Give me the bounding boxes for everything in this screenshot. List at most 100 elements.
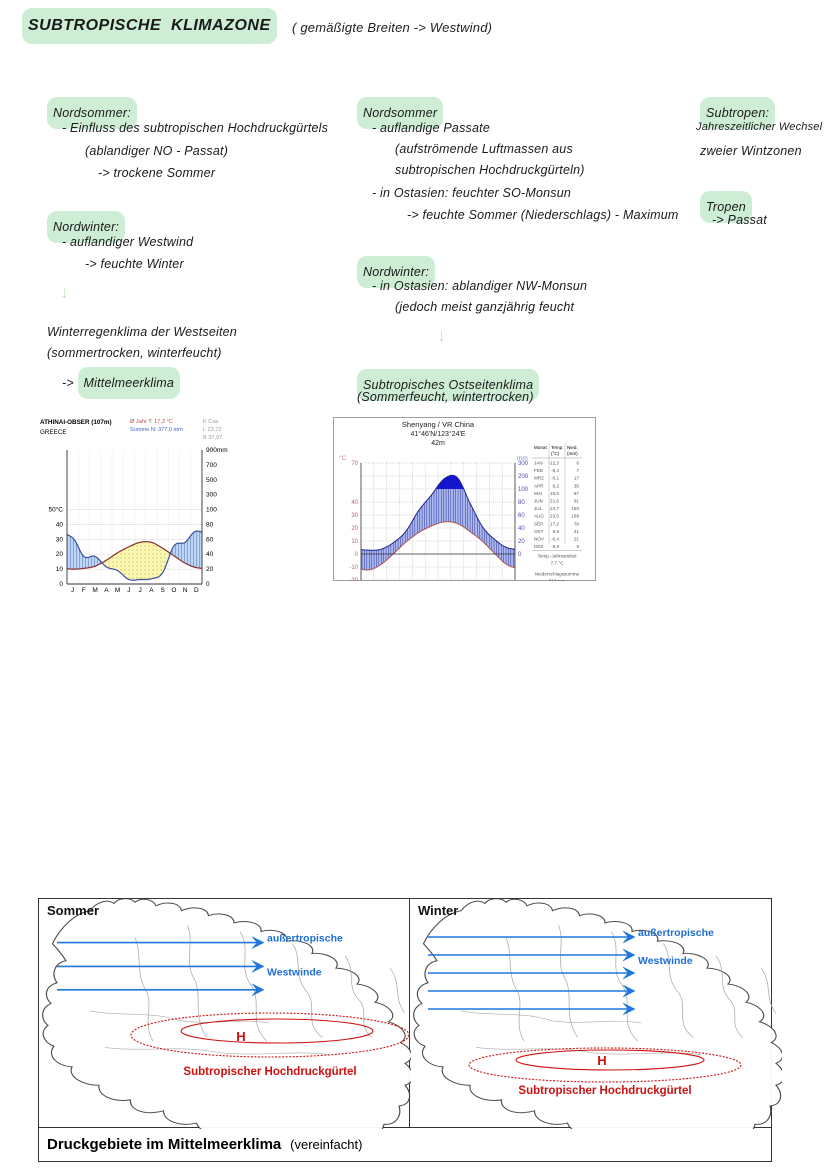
svg-text:Ø Jahr T: 17,3 °C: Ø Jahr T: 17,3 °C	[130, 419, 173, 425]
svg-text:DEZ: DEZ	[534, 544, 543, 549]
svg-text:N: N	[183, 587, 188, 594]
svg-text:Sommer: Sommer	[47, 903, 99, 918]
svg-text:40: 40	[56, 521, 64, 528]
svg-text:21: 21	[574, 537, 580, 542]
svg-text:Monat: Monat	[534, 445, 547, 450]
svg-text:17,2: 17,2	[550, 521, 559, 526]
svg-text:67: 67	[574, 491, 580, 496]
svg-text:9,2: 9,2	[553, 483, 560, 488]
svg-text:B 37,97: B 37,97	[203, 435, 222, 441]
svg-text:21,6: 21,6	[550, 499, 559, 504]
svg-text:Westwinde: Westwinde	[638, 955, 693, 967]
svg-text:200: 200	[518, 474, 529, 480]
svg-text:900mm: 900mm	[206, 447, 228, 454]
svg-text:80: 80	[206, 521, 214, 528]
svg-text:-12,3: -12,3	[549, 461, 560, 466]
svg-text:78: 78	[574, 521, 580, 526]
svg-text:(°C): (°C)	[551, 451, 560, 456]
svg-text:SEP: SEP	[534, 521, 543, 526]
svg-text:A: A	[149, 587, 154, 594]
svg-text:20: 20	[206, 566, 214, 573]
svg-text:NOV: NOV	[534, 537, 545, 542]
svg-text:16,5: 16,5	[550, 491, 559, 496]
svg-text:-20: -20	[349, 578, 358, 581]
svg-text:MAI: MAI	[534, 491, 542, 496]
svg-text:20: 20	[351, 526, 358, 532]
svg-text:J: J	[127, 587, 130, 594]
svg-text:0: 0	[355, 552, 359, 558]
svg-text:Temp.-Jahresmittel: Temp.-Jahresmittel	[538, 554, 577, 559]
svg-text:10: 10	[351, 539, 358, 545]
svg-text:Niederschlagssumme: Niederschlagssumme	[535, 572, 580, 577]
svg-text:JAN: JAN	[534, 461, 543, 466]
svg-text:42m: 42m	[431, 440, 445, 447]
svg-text:80: 80	[518, 500, 525, 506]
svg-text:716 mm: 716 mm	[549, 579, 566, 581]
svg-text:20: 20	[518, 539, 525, 545]
svg-text:JUN: JUN	[534, 499, 543, 504]
svg-text:30: 30	[56, 536, 64, 543]
svg-text:Nied.: Nied.	[567, 445, 578, 450]
svg-text:Subtropischer Hochdruckgürtel: Subtropischer Hochdruckgürtel	[183, 1066, 356, 1078]
svg-text:Temp.: Temp.	[551, 445, 564, 450]
svg-text:100: 100	[518, 487, 529, 493]
svg-text:D: D	[194, 587, 199, 594]
svg-text:7,7 °C: 7,7 °C	[551, 561, 564, 566]
svg-text:außertropische: außertropische	[267, 933, 343, 945]
svg-text:700: 700	[206, 462, 217, 469]
svg-text:500: 500	[206, 477, 217, 484]
svg-text:Shenyang / VR China: Shenyang / VR China	[402, 420, 475, 429]
svg-text:300: 300	[206, 492, 217, 499]
svg-text:60: 60	[518, 513, 525, 519]
svg-text:A: A	[104, 587, 109, 594]
svg-text:ATHINAI-OBSER (107m): ATHINAI-OBSER (107m)	[40, 419, 112, 426]
svg-text:60: 60	[206, 536, 214, 543]
svg-text:MRZ: MRZ	[534, 476, 544, 481]
svg-text:APR: APR	[534, 483, 544, 488]
svg-text:Westwinde: Westwinde	[267, 966, 322, 978]
svg-text:JUL: JUL	[534, 506, 543, 511]
svg-text:H: H	[597, 1053, 606, 1068]
svg-text:-0,1: -0,1	[551, 476, 559, 481]
svg-text:9,5: 9,5	[553, 529, 560, 534]
svg-text:24,7: 24,7	[550, 506, 559, 511]
svg-text:100: 100	[206, 507, 217, 514]
svg-text:AUG: AUG	[534, 514, 544, 519]
svg-text:°C: °C	[339, 454, 347, 462]
svg-text:J: J	[71, 587, 74, 594]
svg-text:10: 10	[56, 566, 64, 573]
svg-text:70: 70	[351, 461, 358, 467]
svg-text:40: 40	[206, 551, 214, 558]
svg-text:0: 0	[518, 552, 522, 558]
svg-text:30: 30	[351, 513, 358, 519]
svg-text:41: 41	[574, 529, 580, 534]
svg-text:20: 20	[56, 551, 64, 558]
svg-text:-8,9: -8,9	[551, 544, 559, 549]
svg-text:Summe N: 377,0 mm: Summe N: 377,0 mm	[130, 427, 183, 433]
svg-text:L 23,72: L 23,72	[203, 427, 221, 433]
svg-text:M: M	[92, 587, 97, 594]
svg-text:J: J	[138, 587, 141, 594]
svg-text:0: 0	[206, 581, 210, 588]
svg-text:41°46'N/123°24'E: 41°46'N/123°24'E	[411, 430, 466, 438]
svg-text:M: M	[115, 587, 120, 594]
svg-text:GREECE: GREECE	[40, 429, 67, 436]
svg-text:23,5: 23,5	[550, 514, 559, 519]
svg-text:-0,4: -0,4	[551, 537, 559, 542]
svg-text:S: S	[160, 587, 165, 594]
svg-text:außertropische: außertropische	[638, 927, 714, 939]
svg-text:Subtropischer Hochdruckgürtel: Subtropischer Hochdruckgürtel	[518, 1085, 691, 1097]
svg-text:180: 180	[571, 506, 579, 511]
svg-text:0: 0	[59, 581, 63, 588]
svg-text:O: O	[171, 587, 176, 594]
svg-text:F: F	[82, 587, 86, 594]
svg-text:35: 35	[574, 483, 580, 488]
svg-text:17: 17	[574, 476, 580, 481]
svg-text:OKT: OKT	[534, 529, 544, 534]
svg-text:40: 40	[351, 500, 358, 506]
svg-text:-8,4: -8,4	[551, 468, 559, 473]
svg-text:6: 6	[576, 461, 579, 466]
svg-text:FEB: FEB	[534, 468, 543, 473]
svg-text:91: 91	[574, 499, 580, 504]
svg-text:188: 188	[571, 514, 579, 519]
